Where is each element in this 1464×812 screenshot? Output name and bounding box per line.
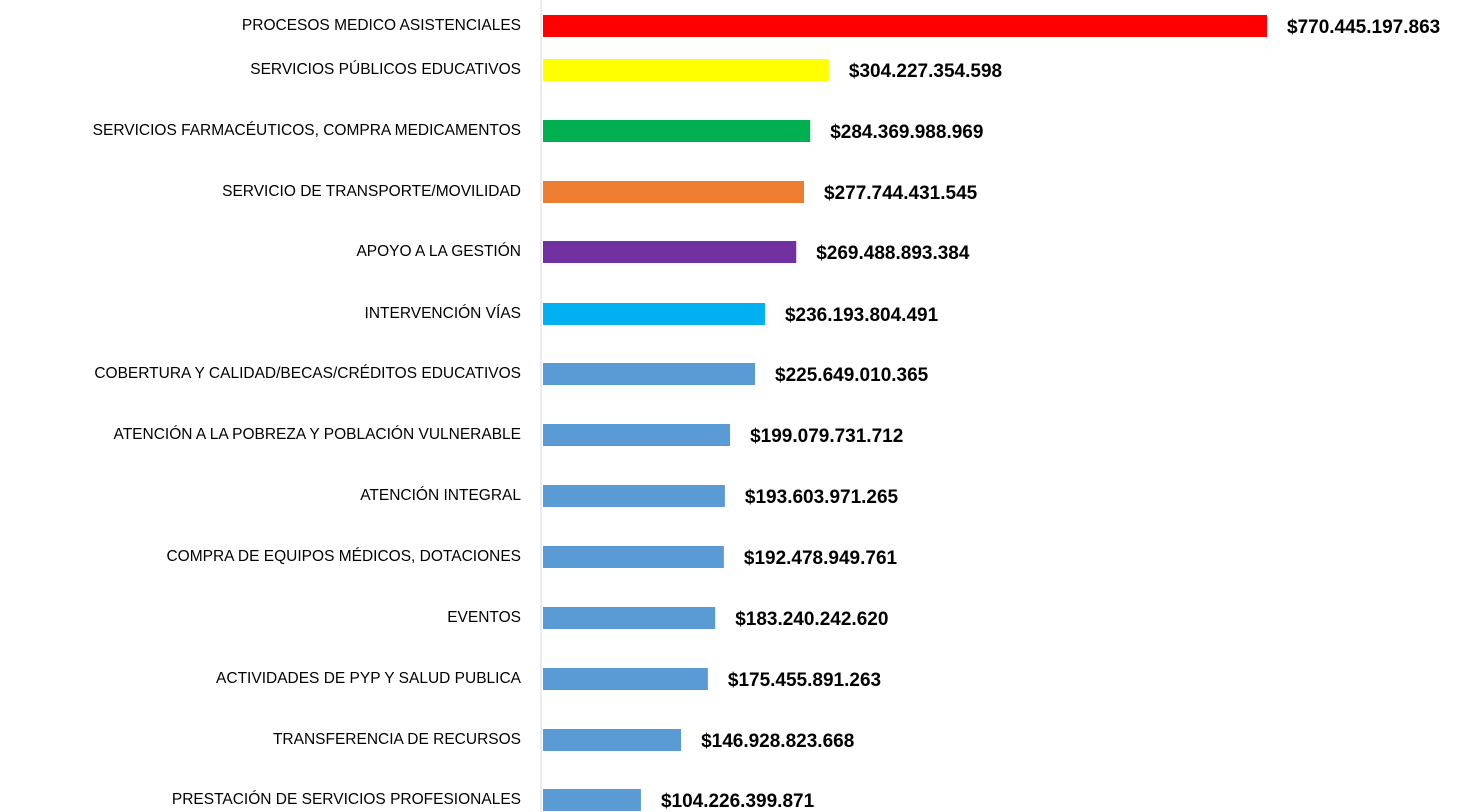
category-label: SERVICIOS PÚBLICOS EDUCATIVOS [250,61,521,78]
category-label: PRESTACIÓN DE SERVICIOS PROFESIONALES [172,791,521,808]
category-label: ACTIVIDADES DE PYP Y SALUD PUBLICA [216,670,522,687]
category-label: SERVICIO DE TRANSPORTE/MOVILIDAD [222,183,521,200]
value-label: $104.226.399.871 [661,791,815,812]
value-label: $269.488.893.384 [816,243,970,264]
value-label: $199.079.731.712 [750,426,903,447]
value-label: $193.603.971.265 [745,487,899,508]
value-label: $146.928.823.668 [701,731,854,752]
category-label: ATENCIÓN INTEGRAL [360,487,521,504]
bar [543,546,724,568]
bar [543,363,756,385]
bar [543,668,708,690]
bar [543,303,765,325]
category-label: EVENTOS [447,609,521,626]
bar [543,789,641,811]
value-label: $183.240.242.620 [735,609,888,630]
value-label: $770.445.197.863 [1287,17,1440,38]
bar [543,485,725,507]
category-label: TRANSFERENCIA DE RECURSOS [273,731,521,748]
bar [543,59,829,81]
bar [543,607,716,629]
bar [543,241,797,263]
value-label: $277.744.431.545 [824,183,978,204]
bar [543,424,731,446]
value-label: $304.227.354.598 [849,61,1002,82]
category-label: ATENCIÓN A LA POBREZA Y POBLACIÓN VULNER… [114,426,521,443]
bar [543,15,1267,37]
bar [543,120,811,142]
category-label: COMPRA DE EQUIPOS MÉDICOS, DOTACIONES [166,548,521,565]
value-label: $225.649.010.365 [775,365,929,386]
bar [543,729,682,751]
value-label: $284.369.988.969 [830,122,983,143]
value-label: $236.193.804.491 [785,305,939,326]
category-label: SERVICIOS FARMACÉUTICOS, COMPRA MEDICAME… [93,122,521,139]
value-label: $175.455.891.263 [728,670,881,691]
category-label: APOYO A LA GESTIÓN [356,243,521,260]
category-label: PROCESOS MEDICO ASISTENCIALES [242,17,521,34]
bar [543,181,805,203]
value-label: $192.478.949.761 [744,548,898,569]
category-label: COBERTURA Y CALIDAD/BECAS/CRÉDITOS EDUCA… [94,365,521,382]
category-label: INTERVENCIÓN VÍAS [365,305,521,322]
